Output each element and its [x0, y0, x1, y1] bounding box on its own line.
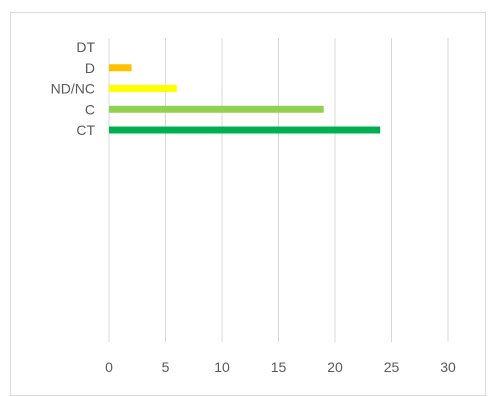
x-tick-label: 0: [105, 359, 113, 375]
x-tick-label: 15: [271, 359, 287, 375]
bar: [109, 64, 132, 72]
category-label: DT: [76, 39, 95, 55]
x-tick-label: 20: [327, 359, 343, 375]
bar: [109, 126, 381, 134]
x-tick-label: 10: [214, 359, 230, 375]
bars: [109, 64, 381, 134]
x-tick-labels: 0 5 10 15 20 25 30: [105, 359, 456, 375]
bar: [109, 85, 177, 92]
category-label: CT: [76, 122, 95, 138]
category-labels: DT D ND/NC C CT: [51, 39, 96, 138]
x-tick-label: 30: [440, 359, 456, 375]
x-tick-label: 5: [162, 359, 170, 375]
category-label: D: [85, 60, 95, 76]
category-label: ND/NC: [51, 81, 95, 97]
x-tick-label: 25: [384, 359, 400, 375]
bar: [109, 105, 324, 113]
chart-frame: [10, 12, 486, 396]
bar-chart: DT D ND/NC C CT 0 5 10 15 20 25 30: [51, 38, 456, 375]
category-label: C: [85, 101, 95, 117]
gridlines: [108, 38, 449, 342]
